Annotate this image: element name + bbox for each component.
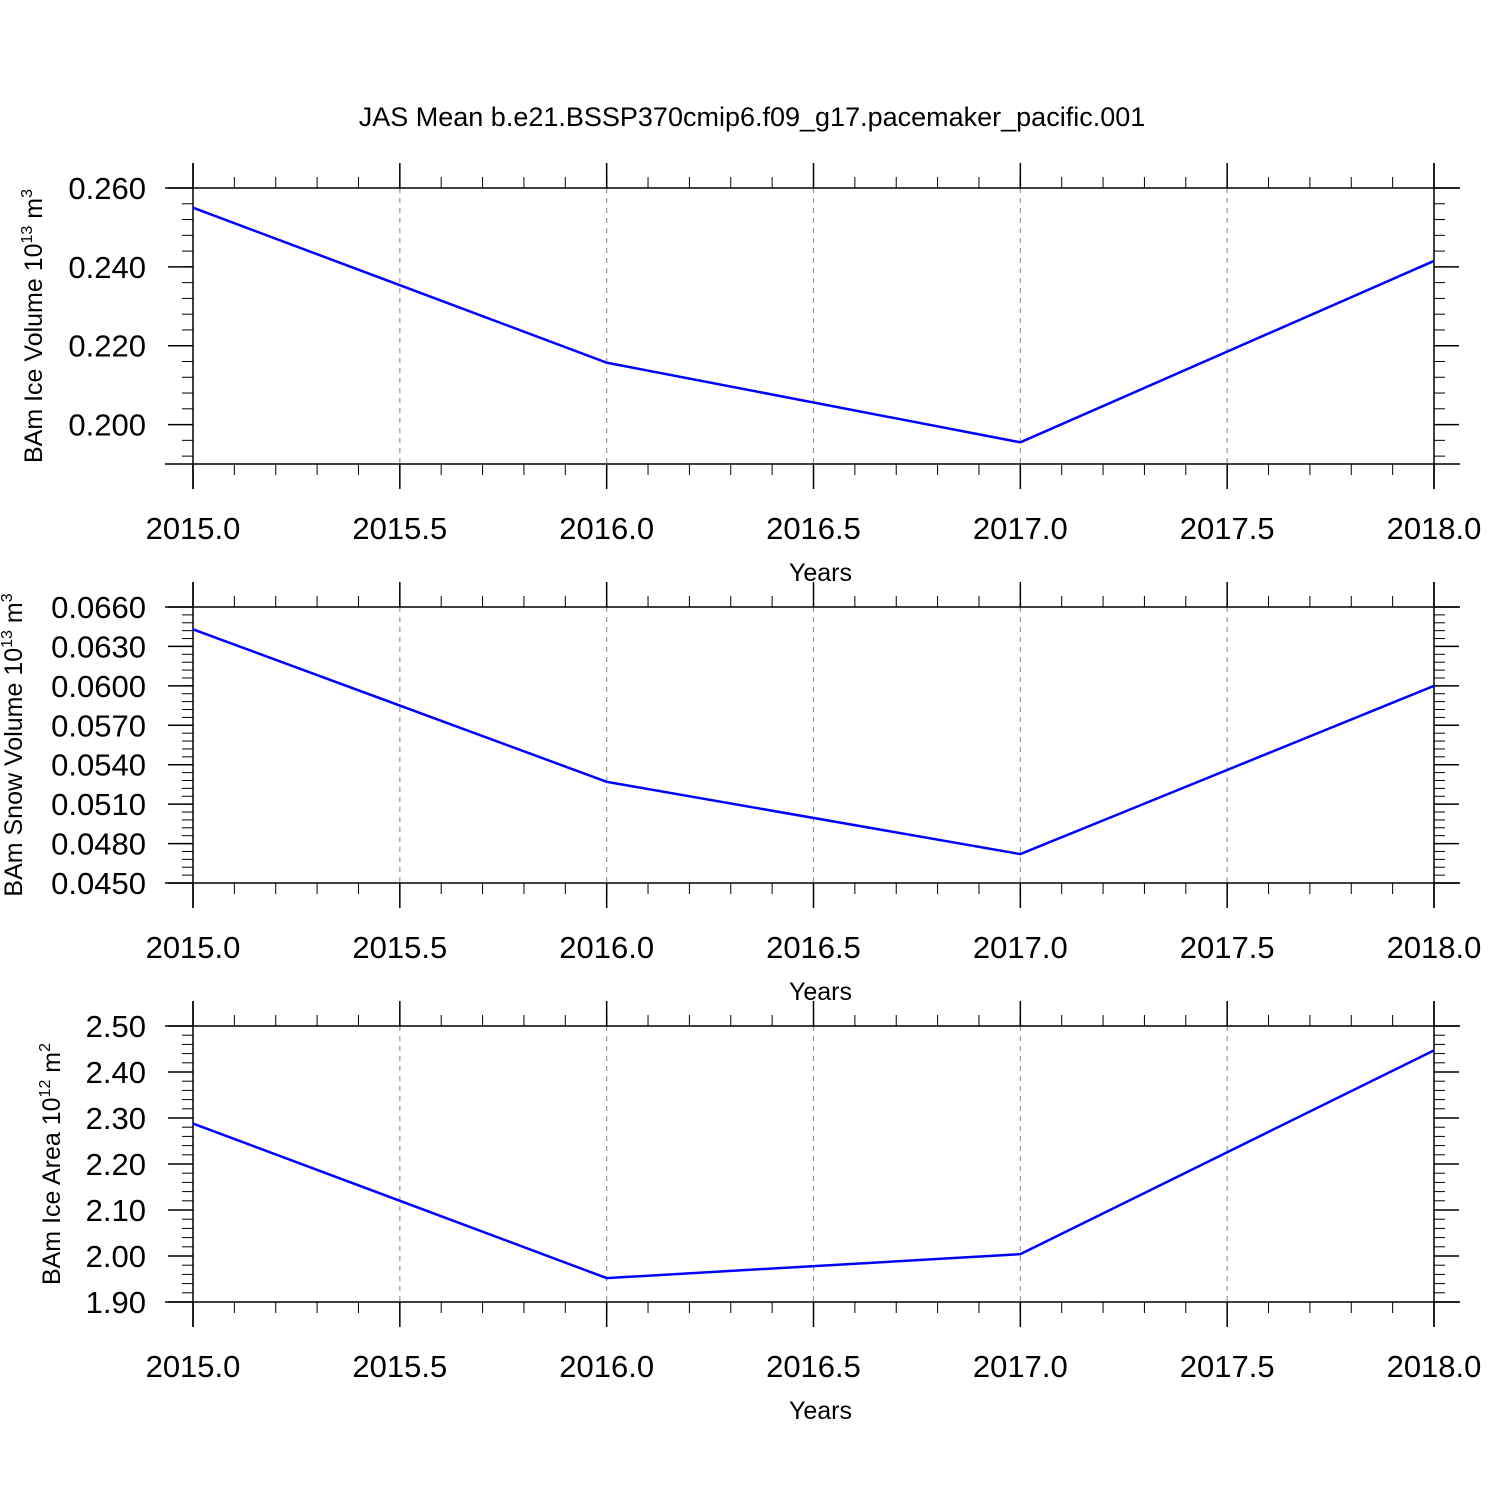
y-tick-label: 0.0450 (51, 866, 146, 901)
x-axis-label: Years (789, 978, 852, 1006)
y-tick-label: 0.0570 (51, 708, 146, 743)
y-tick-label: 2.50 (86, 1009, 146, 1044)
x-tick-label: 2018.0 (1387, 1349, 1482, 1384)
y-axis-label-exponent: 13 (0, 630, 16, 648)
y-tick-label: 0.0660 (51, 590, 146, 625)
x-tick-label: 2016.0 (559, 1349, 654, 1384)
panel-1: 2015.0 2015.5 2016.0 2016.5 2017.0 2017.5 2018… (19, 163, 1481, 587)
x-tick-label: 2016.5 (766, 930, 861, 965)
series-line (192, 206, 1435, 444)
x-tick-label: 2016.0 (559, 930, 654, 965)
y-tick-label: 0.0600 (51, 669, 146, 704)
panel-2: 2015.0 2015.5 2016.0 2016.5 2017.0 2017.5 2018… (0, 582, 1481, 1006)
y-tick-label: 2.30 (86, 1101, 146, 1136)
x-axis-label: Years (789, 1397, 852, 1425)
x-tick-label: 2015.0 (146, 930, 241, 965)
y-axis-label-unit: m (0, 602, 28, 630)
y-tick-label: 0.260 (68, 171, 146, 206)
y-axis-label: BAm Ice Volume 1013 m3 (19, 189, 48, 463)
series-line (192, 628, 1435, 856)
x-tick-label: 2015.5 (352, 511, 447, 546)
panels: 2015.0 2015.5 2016.0 2016.5 2017.0 2017.5 2018… (0, 163, 1481, 1425)
x-tick-label: 2017.0 (973, 511, 1068, 546)
x-tick-label: 2017.5 (1180, 1349, 1275, 1384)
x-tick-label: 2017.0 (973, 1349, 1068, 1384)
y-tick-label: 0.240 (68, 250, 146, 285)
x-tick-label: 2017.5 (1180, 930, 1275, 965)
y-axis-label-unit-exponent: 2 (37, 1043, 54, 1052)
y-tick-label: 0.220 (68, 329, 146, 364)
y-tick-label: 2.40 (86, 1055, 146, 1090)
y-axis-label-base: BAm Ice Volume 10 (20, 243, 48, 463)
y-tick-label: 0.0540 (51, 748, 146, 783)
y-tick-label: 1.90 (86, 1285, 146, 1320)
y-tick-label: 0.0480 (51, 827, 146, 862)
y-axis-label-unit-exponent: 3 (19, 189, 36, 198)
x-tick-label: 2017.0 (973, 930, 1068, 965)
series-line (192, 1049, 1435, 1280)
x-axis-label: Years (789, 559, 852, 587)
chart-title: JAS Mean b.e21.BSSP370cmip6.f09_g17.pace… (359, 102, 1146, 132)
y-axis-label-unit: m (20, 198, 48, 226)
x-tick-label: 2015.0 (146, 1349, 241, 1384)
x-tick-label: 2017.5 (1180, 511, 1275, 546)
x-tick-label: 2015.5 (352, 930, 447, 965)
panel-3: 2015.0 2015.5 2016.0 2016.5 2017.0 2017.5 2018… (37, 1001, 1481, 1425)
x-tick-label: 2016.5 (766, 1349, 861, 1384)
x-tick-label: 2018.0 (1387, 930, 1482, 965)
x-tick-label: 2015.0 (146, 511, 241, 546)
y-axis-label-unit-exponent: 3 (0, 593, 16, 602)
x-tick-label: 2015.5 (352, 1349, 447, 1384)
y-axis-label-exponent: 12 (37, 1080, 54, 1098)
y-axis-label: BAm Ice Area 1012 m2 (37, 1043, 66, 1285)
x-tick-label: 2016.0 (559, 511, 654, 546)
y-tick-label: 0.200 (68, 408, 146, 443)
y-tick-label: 0.0630 (51, 629, 146, 664)
y-axis-label: BAm Snow Volume 1013 m3 (0, 593, 28, 896)
y-tick-label: 2.00 (86, 1239, 146, 1274)
y-tick-label: 2.20 (86, 1147, 146, 1182)
y-tick-label: 0.0510 (51, 787, 146, 822)
x-tick-label: 2018.0 (1387, 511, 1482, 546)
y-axis-label-base: BAm Ice Area 10 (38, 1097, 66, 1285)
y-axis-label-exponent: 13 (19, 226, 36, 244)
y-tick-label: 2.10 (86, 1193, 146, 1228)
x-tick-label: 2016.5 (766, 511, 861, 546)
y-axis-label-base: BAm Snow Volume 10 (0, 648, 28, 897)
y-axis-label-unit: m (38, 1052, 66, 1080)
